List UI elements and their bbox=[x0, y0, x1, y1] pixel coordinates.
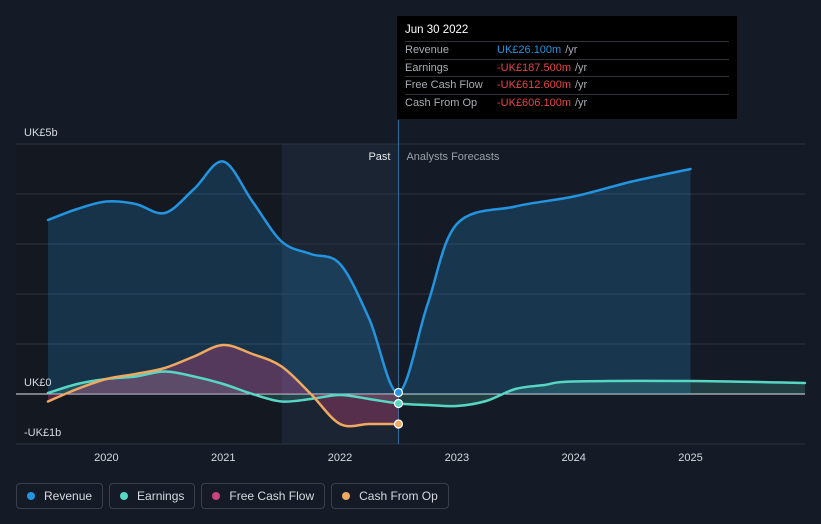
legend-earnings-button[interactable]: Earnings bbox=[109, 483, 196, 509]
tooltip-unit: /yr bbox=[575, 96, 588, 109]
y-axis-label: UK£0 bbox=[24, 377, 52, 389]
legend-dot-icon bbox=[27, 492, 35, 500]
cash-from-op-area bbox=[48, 344, 399, 427]
legend-cash-from-op-button[interactable]: Cash From Op bbox=[331, 483, 449, 509]
tooltip-label: Cash From Op bbox=[405, 96, 478, 109]
tooltip-unit: /yr bbox=[575, 79, 588, 91]
tooltip-unit: /yr bbox=[575, 61, 588, 74]
x-tick-label: 2024 bbox=[561, 452, 585, 464]
x-tick-label: 2020 bbox=[94, 452, 118, 464]
tooltip-label: Revenue bbox=[405, 44, 450, 56]
legend-label: Free Cash Flow bbox=[229, 489, 315, 503]
tooltip-value: UK£26.100m bbox=[497, 44, 562, 56]
legend-dot-icon bbox=[342, 492, 351, 500]
tooltip-value: -UK£187.500m bbox=[497, 61, 571, 74]
x-tick-label: 2025 bbox=[678, 452, 702, 464]
tooltip: Jun 30 2022 Revenue UK£26.100m /yr Earni… bbox=[397, 16, 737, 119]
legend-dot-icon bbox=[120, 492, 129, 500]
tooltip-row-free-cash-flow: Free Cash Flow -UK£612.600m /yr bbox=[405, 76, 729, 94]
revenue-line bbox=[46, 160, 692, 394]
x-tick-label: 2023 bbox=[445, 452, 469, 464]
revenue-area bbox=[48, 161, 691, 394]
tooltip-value: -UK£612.600m bbox=[497, 79, 571, 91]
earnings-marker bbox=[393, 398, 404, 409]
tooltip-row-revenue: Revenue UK£26.100m /yr bbox=[405, 41, 729, 59]
legend-label: Cash From Op bbox=[359, 489, 438, 503]
past-label: Past bbox=[368, 151, 390, 163]
legend-free-cash-flow-button[interactable]: Free Cash Flow bbox=[201, 483, 326, 509]
y-axis-label: UK£5b bbox=[24, 127, 58, 139]
forecast-label: Analysts Forecasts bbox=[406, 151, 499, 163]
legend-label: Revenue bbox=[44, 489, 93, 503]
earnings-area bbox=[48, 371, 805, 407]
legend: Revenue Earnings Free Cash Flow Cash Fro… bbox=[16, 483, 449, 509]
y-axis-label: -UK£1b bbox=[24, 427, 61, 439]
tooltip-row-earnings: Earnings -UK£187.500m /yr bbox=[405, 58, 729, 77]
tooltip-row-cash-from-op: Cash From Op -UK£606.100m /yr bbox=[405, 93, 729, 112]
legend-dot-icon bbox=[212, 492, 221, 500]
cash-from-op-line bbox=[46, 343, 400, 428]
tooltip-label: Free Cash Flow bbox=[405, 79, 483, 91]
legend-label: Earnings bbox=[137, 489, 185, 503]
tooltip-label: Earnings bbox=[405, 61, 449, 74]
x-tick-label: 2022 bbox=[328, 452, 352, 464]
legend-revenue-button[interactable]: Revenue bbox=[16, 483, 104, 509]
earnings-line bbox=[46, 370, 807, 408]
tooltip-date: Jun 30 2022 bbox=[405, 24, 469, 36]
cash-from-op-marker bbox=[393, 419, 404, 429]
tooltip-value: -UK£606.100m bbox=[497, 96, 571, 109]
tooltip-unit: /yr bbox=[565, 44, 578, 56]
revenue-marker bbox=[393, 387, 404, 398]
x-tick-label: 2021 bbox=[211, 452, 235, 464]
